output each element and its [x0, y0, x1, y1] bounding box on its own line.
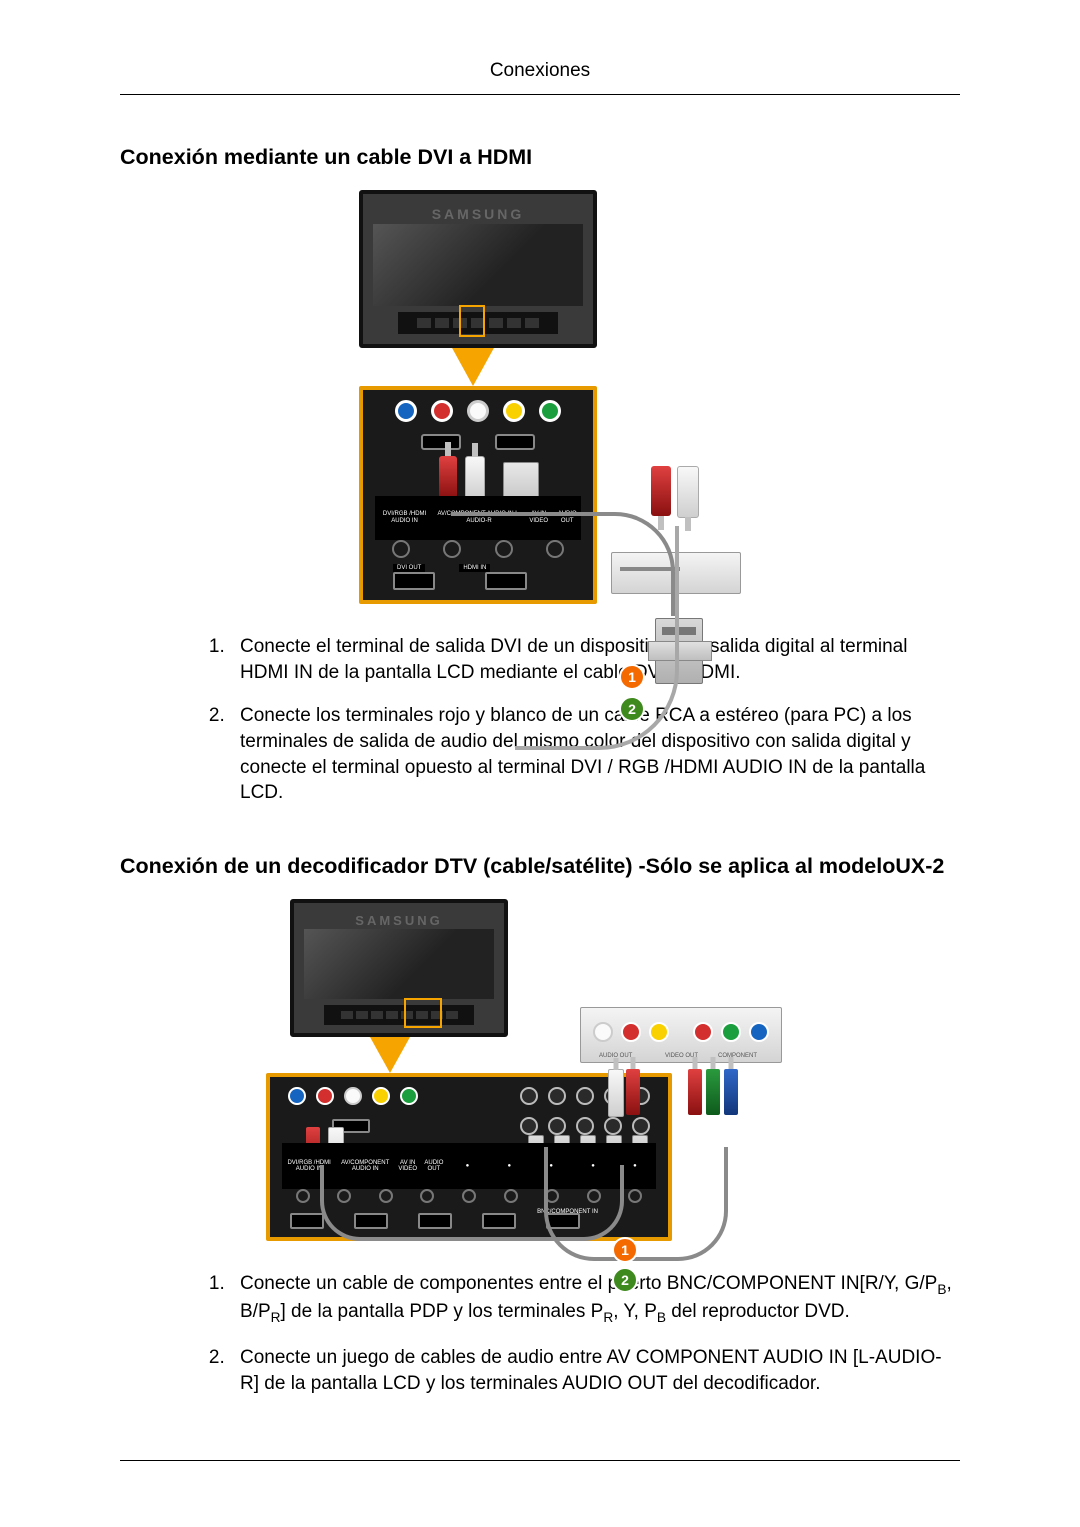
rca-plug-red-icon: [651, 466, 671, 516]
dvi-out-port-icon: [290, 1213, 324, 1229]
step-item: Conecte un juego de cables de audio entr…: [230, 1345, 960, 1396]
arrow-down-icon: [451, 346, 495, 386]
monitor-brand: SAMSUNG: [432, 206, 525, 222]
jack-yellow-icon: [649, 1022, 669, 1042]
rca-plug-red-icon: [626, 1069, 640, 1115]
bnc-row-bottom: [520, 1117, 650, 1135]
page: Conexiones Conexión mediante un cable DV…: [0, 0, 1080, 1527]
slot-icon: [495, 434, 535, 450]
jack-blue-icon: [395, 400, 417, 422]
jack-yellow-icon: [372, 1087, 390, 1105]
stb-component: [693, 1022, 769, 1042]
jack-blue-icon: [749, 1022, 769, 1042]
callout-badge-2: 2: [612, 1267, 638, 1293]
component-plug-blue-icon: [724, 1069, 738, 1115]
screen-shine: [373, 224, 583, 306]
jack-white-icon: [467, 400, 489, 422]
fig2-canvas: AUDIO OUT VIDEO OUT COMPONENT SAMSUNG: [260, 899, 780, 1241]
jack-green-icon: [721, 1022, 741, 1042]
step-text: del reproductor DVD.: [666, 1301, 850, 1322]
rca-plug-white-icon: [608, 1069, 624, 1117]
bnc-jack-icon: [520, 1087, 538, 1105]
jack-green-icon: [539, 400, 561, 422]
screen-shine: [304, 929, 494, 999]
jack-red-icon: [693, 1022, 713, 1042]
jack-blue-icon: [288, 1087, 306, 1105]
monitor-icon: SAMSUNG: [359, 190, 597, 348]
section1-title: Conexión mediante un cable DVI a HDMI: [120, 143, 960, 172]
step-item: Conecte un cable de componentes entre el…: [230, 1271, 960, 1328]
jack-white-icon: [593, 1022, 613, 1042]
arrow-down-icon: [370, 1037, 410, 1073]
bnc-jack-icon: [548, 1117, 566, 1135]
bnc-jack-icon: [576, 1087, 594, 1105]
port-label: DVI/RGB /HDMI AUDIO IN: [375, 511, 434, 524]
bnc-jack-icon: [576, 1117, 594, 1135]
callout-badge-2: 2: [619, 696, 645, 722]
subscript: R: [603, 1310, 613, 1325]
section2-steps: Conecte un cable de componentes entre el…: [120, 1271, 960, 1397]
step-text: Conecte un cable de componentes entre el…: [240, 1273, 937, 1294]
callout-badge-1: 1: [612, 1237, 638, 1263]
section2-title: Conexión de un decodificador DTV (cable/…: [120, 852, 960, 881]
jack-yellow-icon: [503, 400, 525, 422]
monitor-port-strip: [324, 1005, 474, 1025]
jack-white-icon: [344, 1087, 362, 1105]
jack-green-icon: [400, 1087, 418, 1105]
jack-red-icon: [431, 400, 453, 422]
hole-icon: [392, 540, 410, 558]
subscript: R: [271, 1310, 281, 1325]
step-text: ] de la pantalla PDP y los terminales P: [281, 1301, 604, 1322]
component-plug-red-icon: [688, 1069, 702, 1115]
figure-dvi-hdmi: SAMSUNG: [120, 190, 960, 604]
running-head: Conexiones: [120, 60, 960, 95]
slot-row: [421, 434, 535, 450]
monitor-icon: SAMSUNG: [290, 899, 508, 1037]
stb-audio-out: [593, 1022, 669, 1042]
bnc-jack-icon: [548, 1087, 566, 1105]
port-highlight-icon: [459, 305, 485, 337]
jack-red-icon: [316, 1087, 334, 1105]
bnc-jack-icon: [604, 1117, 622, 1135]
slot-icon: [421, 434, 461, 450]
component-plug-green-icon: [706, 1069, 720, 1115]
rca-plug-red-icon: [439, 456, 457, 498]
rca-plug-white-icon: [465, 456, 485, 500]
set-top-box-icon: AUDIO OUT VIDEO OUT COMPONENT: [580, 1007, 782, 1063]
step-text: , Y, P: [613, 1301, 657, 1322]
fig1-canvas: SAMSUNG: [355, 190, 725, 604]
monitor-brand: SAMSUNG: [355, 913, 442, 928]
dvi-out-port-icon: [393, 572, 435, 590]
rca-jack-row: [288, 1087, 418, 1105]
bnc-jack-icon: [520, 1117, 538, 1135]
callout-badge-1: 1: [619, 664, 645, 690]
bnc-jack-icon: [632, 1117, 650, 1135]
rca-plug-white-icon: [677, 466, 699, 518]
dvi-cable-icon: [515, 526, 679, 750]
subscript: B: [657, 1310, 666, 1325]
jack-red-icon: [621, 1022, 641, 1042]
port-highlight-icon: [404, 998, 442, 1028]
footer-rule: [120, 1460, 960, 1461]
figure-dtv: AUDIO OUT VIDEO OUT COMPONENT SAMSUNG: [120, 899, 960, 1241]
port-label: DVI OUT: [393, 564, 425, 572]
stb-label: COMPONENT: [718, 1053, 757, 1059]
rca-jack-row: [395, 400, 561, 422]
